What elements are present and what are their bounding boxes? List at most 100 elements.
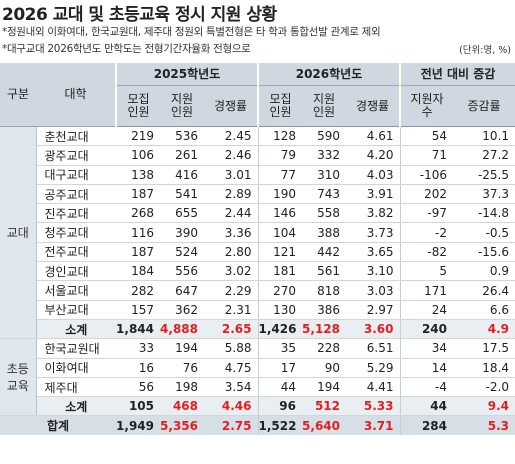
school-name: 전주교대 [36,242,116,263]
cell-d: 284 [399,415,453,435]
table-row: 청주교대 116 390 3.36 104 388 3.73 -2 -0.5 [0,222,515,243]
cell-a26: 194 [302,377,346,398]
cell-r26: 17 [257,358,302,378]
cell-r25: 116 [116,222,160,243]
cell-p: -0.5 [453,222,515,243]
cell-d: -4 [399,377,453,398]
cell-a26: 5,640 [302,415,346,435]
cell-a26: 388 [302,222,346,243]
school-name: 합계 [0,415,116,435]
cell-d: 54 [399,126,453,147]
header-recruit-2025: 모집 인원 [115,85,160,127]
cell-r26: 190 [257,184,302,205]
header-recruit-2026: 모집 인원 [257,85,302,127]
cell-c25: 3.54 [204,377,258,398]
cell-a25: 541 [160,184,204,205]
cell-p: 27.2 [453,145,515,166]
cell-c25: 2.45 [204,126,258,147]
cell-p: -15.6 [453,242,515,263]
table-row: 제주대 56 198 3.54 44 194 4.41 -4 -2.0 [0,377,515,398]
cell-r25: 184 [116,261,160,282]
cell-d: -2 [399,222,453,243]
cell-c25: 5.88 [204,338,258,359]
table-row: 이화여대 16 76 4.75 17 90 5.29 14 18.4 [0,358,515,378]
school-name: 공주교대 [36,184,116,205]
header-change: 전년 대비 증감 [398,63,515,86]
cell-d: 24 [399,300,453,320]
cell-c26: 6.51 [346,338,400,359]
cell-p: 37.3 [453,184,515,205]
table-row: 교대 춘천교대 219 536 2.45 128 590 4.61 54 10.1 [0,126,515,340]
header-apply-2025: 지원 인원 [160,85,204,127]
cell-c25: 3.01 [204,165,258,185]
cell-r25: 219 [116,126,160,147]
cell-c26: 3.82 [346,203,400,224]
cell-a26: 386 [302,300,346,320]
cell-r26: 181 [257,261,302,282]
cell-a26: 90 [302,358,346,378]
cell-p: 26.4 [453,280,515,301]
cell-r25: 56 [116,377,160,398]
cell-a26: 818 [302,280,346,301]
cell-a25: 468 [160,396,204,417]
cell-c25: 2.80 [204,242,258,263]
cell-c26: 3.91 [346,184,400,205]
cell-c26: 3.71 [346,415,400,435]
header-apply-2026: 지원 인원 [302,85,346,127]
cell-d: 5 [399,261,453,282]
cell-r26: 130 [257,300,302,320]
cell-a25: 261 [160,145,204,166]
school-name: 소계 [36,396,116,417]
header-2026: 2026학년도 [257,63,400,86]
cell-c26: 3.60 [346,319,400,340]
cell-a25: 536 [160,126,204,147]
cell-p: 6.6 [453,300,515,320]
cell-d: 202 [399,184,453,205]
cell-r26: 104 [257,222,302,243]
cell-a26: 310 [302,165,346,185]
cell-a25: 647 [160,280,204,301]
cell-r25: 187 [116,242,160,263]
cell-r26: 44 [257,377,302,398]
cell-c26: 3.73 [346,222,400,243]
group-label: 교대 [0,126,37,340]
cell-r26: 146 [257,203,302,224]
school-name: 한국교원대 [36,338,116,359]
cell-r26: 128 [257,126,302,147]
school-name: 서울교대 [36,280,116,301]
school-name: 대구교대 [36,165,116,185]
cell-c26: 5.29 [346,358,400,378]
cell-a26: 228 [302,338,346,359]
unit-label: (단위:명, %) [459,45,511,56]
school-name: 제주대 [36,377,116,398]
cell-a26: 590 [302,126,346,147]
cell-r25: 1,949 [116,415,160,435]
cell-r26: 77 [257,165,302,185]
school-name: 경인교대 [36,261,116,282]
cell-r25: 33 [116,338,160,359]
school-name: 광주교대 [36,145,116,166]
cell-c26: 3.10 [346,261,400,282]
cell-r26: 1,426 [257,319,302,340]
cell-c26: 4.41 [346,377,400,398]
cell-c25: 2.31 [204,300,258,320]
cell-p: 18.4 [453,358,515,378]
school-name: 소계 [36,319,116,340]
subtotal-row: 소계 1,844 4,888 2.65 1,426 5,128 3.60 240 4.9 [0,319,515,340]
cell-r25: 106 [116,145,160,166]
school-name: 부산교대 [36,300,116,320]
table-row: 경인교대 184 556 3.02 181 561 3.10 5 0.9 [0,261,515,282]
cell-c25: 4.46 [204,396,258,417]
cell-a26: 561 [302,261,346,282]
header-apply-count: 지원자 수 [399,85,453,127]
footnote-1: *정원내외 이화여대, 한국교원대, 제주대 정원외 특별전형은 타 학과 통합… [2,26,381,38]
cell-c26: 5.33 [346,396,400,417]
cell-d: -82 [399,242,453,263]
cell-d: 240 [399,319,453,340]
cell-a26: 442 [302,242,346,263]
cell-r25: 138 [116,165,160,185]
cell-r26: 270 [257,280,302,301]
cell-p: 9.4 [453,396,515,417]
cell-a26: 512 [302,396,346,417]
